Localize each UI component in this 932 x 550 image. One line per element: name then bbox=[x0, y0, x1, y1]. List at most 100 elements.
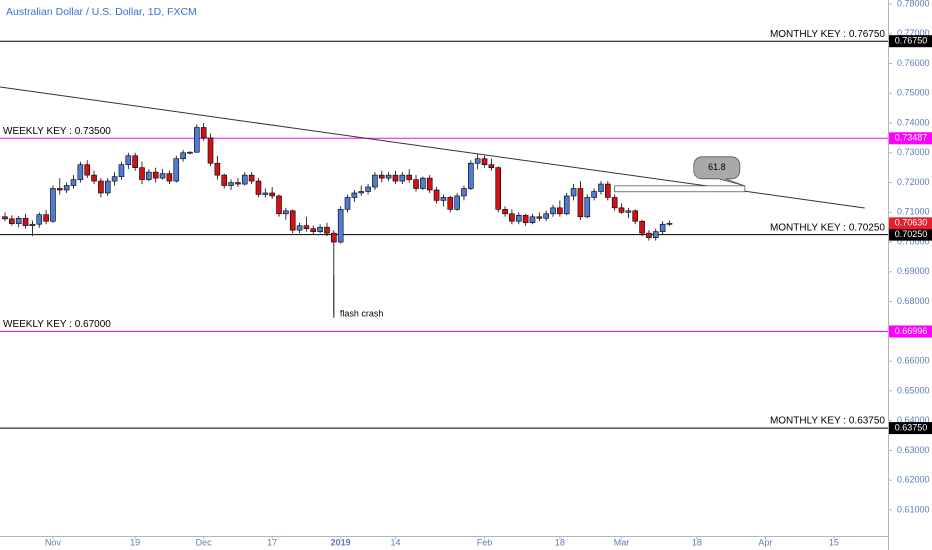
candle-body bbox=[77, 164, 84, 180]
candle-body bbox=[618, 207, 625, 213]
candle-body bbox=[550, 207, 556, 215]
y-tick-label: 0.73000 bbox=[897, 147, 930, 157]
candle-body bbox=[276, 195, 282, 215]
candle-body bbox=[557, 207, 563, 215]
candle-body bbox=[666, 223, 673, 225]
price-label-box bbox=[889, 132, 932, 145]
candle-body bbox=[646, 232, 652, 238]
candle-body bbox=[194, 127, 200, 153]
candle-body bbox=[228, 182, 234, 186]
y-tick-label: 0.76000 bbox=[897, 58, 930, 68]
y-tick-label: 0.77000 bbox=[897, 28, 930, 38]
candle-body bbox=[36, 214, 43, 225]
candle-body bbox=[152, 171, 159, 179]
price-label: 0.73487 bbox=[895, 133, 928, 143]
candle-body bbox=[392, 174, 399, 182]
candle-body bbox=[50, 188, 56, 222]
candle-body bbox=[378, 174, 385, 179]
candle-body bbox=[344, 197, 351, 210]
x-tick-label: 17 bbox=[267, 537, 277, 547]
price-label-box bbox=[889, 217, 932, 230]
candle-body bbox=[200, 127, 207, 139]
candle-body bbox=[481, 158, 488, 165]
candle-body bbox=[125, 155, 132, 165]
key-level-label: MONTHLY KEY : 0.70250 bbox=[770, 222, 885, 233]
candle-body bbox=[283, 210, 289, 215]
x-tick-label: 18 bbox=[555, 537, 565, 547]
callout-bubble bbox=[693, 156, 745, 187]
candle-body bbox=[173, 158, 180, 182]
candle-body bbox=[433, 189, 440, 201]
candle-body bbox=[625, 210, 632, 213]
x-tick-label: Feb bbox=[477, 537, 493, 547]
candle-body bbox=[337, 209, 344, 243]
candle-body bbox=[2, 216, 8, 220]
x-tick-label: Apr bbox=[758, 537, 772, 547]
candle-body bbox=[29, 223, 36, 227]
price-label: 0.63750 bbox=[895, 422, 928, 432]
chart-title: Australian Dollar / U.S. Dollar, 1D, FXC… bbox=[6, 6, 197, 18]
candle-body bbox=[139, 167, 145, 180]
candle-body bbox=[529, 216, 536, 224]
candle-body bbox=[639, 220, 645, 234]
price-label: 0.76750 bbox=[895, 36, 928, 46]
x-tick-label: Mar bbox=[614, 537, 630, 547]
candle-body bbox=[659, 223, 666, 232]
candle-body bbox=[461, 188, 467, 197]
x-tick-label: 2019 bbox=[331, 537, 351, 547]
price-axis-bg bbox=[888, 0, 932, 550]
y-tick-label: 0.66000 bbox=[897, 355, 930, 365]
candle-body bbox=[289, 210, 296, 231]
candle-body bbox=[591, 191, 597, 198]
candle-body bbox=[248, 174, 255, 182]
candle-body bbox=[262, 192, 269, 195]
candle-body bbox=[536, 216, 543, 219]
candle-body bbox=[111, 176, 118, 182]
time-axis-bg bbox=[0, 536, 888, 550]
candle-body bbox=[413, 179, 419, 189]
price-label-box bbox=[889, 228, 932, 241]
candle-body bbox=[440, 197, 447, 201]
candle-body bbox=[502, 209, 508, 215]
candle-body bbox=[570, 188, 577, 197]
candle-body bbox=[146, 171, 152, 180]
candle-body bbox=[324, 226, 330, 234]
key-level-label: WEEKLY KEY : 0.73500 bbox=[3, 126, 111, 137]
candle-body bbox=[310, 228, 317, 232]
candle-body bbox=[221, 174, 228, 186]
candle-body bbox=[22, 217, 29, 227]
candle-body bbox=[468, 162, 474, 189]
annotation-label: flash crash bbox=[340, 308, 384, 318]
price-label: 0.70630 bbox=[895, 218, 928, 228]
callout-label: 61.8 bbox=[708, 162, 726, 172]
candle-body bbox=[317, 226, 323, 232]
candle-body bbox=[57, 188, 63, 191]
x-tick-label: 18 bbox=[692, 537, 702, 547]
candle-body bbox=[331, 232, 337, 243]
candle-body bbox=[563, 195, 570, 215]
key-level-label: WEEKLY KEY : 0.67000 bbox=[3, 319, 111, 330]
candle-body bbox=[454, 195, 460, 210]
y-tick-label: 0.70000 bbox=[897, 236, 930, 246]
candle-body bbox=[420, 177, 426, 189]
y-tick-label: 0.78000 bbox=[897, 0, 930, 8]
candle-body bbox=[611, 197, 618, 209]
candle-body bbox=[509, 213, 515, 222]
candle-body bbox=[406, 174, 412, 180]
candle-body bbox=[372, 174, 378, 188]
candle-body bbox=[495, 167, 502, 210]
y-tick-label: 0.61000 bbox=[897, 504, 930, 514]
y-tick-label: 0.74000 bbox=[897, 117, 930, 127]
y-tick-label: 0.65000 bbox=[897, 385, 930, 395]
candle-body bbox=[214, 162, 221, 176]
candle-body bbox=[399, 174, 406, 182]
candle-body bbox=[9, 218, 15, 224]
candle-body bbox=[187, 151, 193, 154]
x-tick-label: 15 bbox=[829, 537, 839, 547]
candle-body bbox=[303, 225, 310, 229]
candle-body bbox=[84, 164, 91, 176]
candle-body bbox=[15, 217, 22, 224]
candle-body bbox=[269, 192, 275, 197]
